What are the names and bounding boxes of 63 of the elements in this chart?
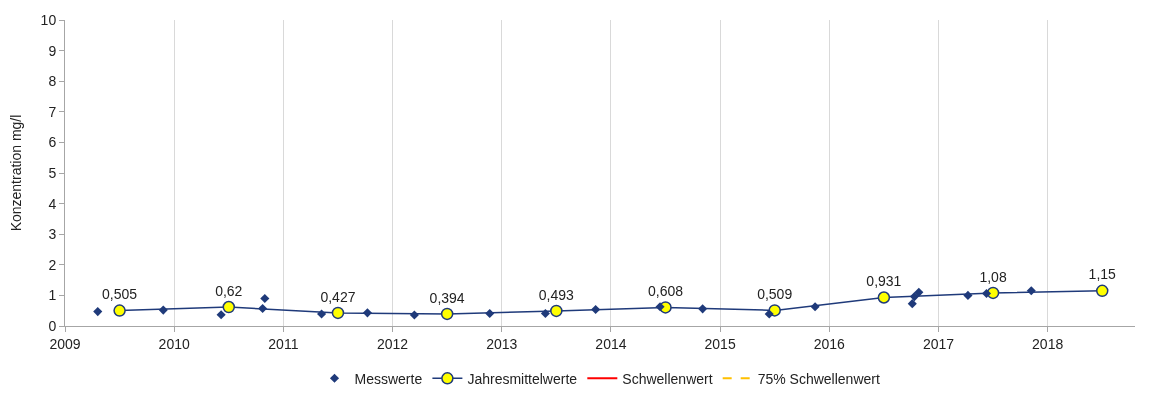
point	[93, 307, 103, 317]
x-tick-label: 2013	[486, 335, 518, 352]
point	[963, 290, 973, 300]
legend-label: Schwellenwert	[622, 370, 713, 387]
data-label: 1,08	[979, 268, 1007, 285]
y-axis-title: Konzentration mg/l	[8, 114, 25, 232]
data-label: 0,608	[647, 283, 684, 300]
x-tick-label: 2017	[922, 335, 955, 352]
point	[260, 293, 270, 304]
data-label: 1,15	[1088, 266, 1117, 283]
point	[981, 289, 992, 299]
x-tick-label: 2015	[704, 335, 736, 352]
point	[409, 310, 419, 320]
point	[591, 304, 601, 315]
data-label: 0,493	[538, 286, 575, 303]
point	[550, 304, 563, 318]
data-label: 0,509	[757, 286, 793, 303]
point	[113, 304, 126, 317]
point	[877, 291, 891, 304]
y-tick-label: 5	[48, 164, 57, 181]
data-label: 0,427	[320, 288, 356, 305]
point	[216, 310, 226, 320]
x-tick-label: 2010	[158, 335, 190, 352]
y-tick-label: 7	[48, 103, 57, 120]
point	[540, 308, 550, 318]
y-tick-label: 0	[48, 317, 57, 334]
point	[317, 309, 327, 319]
x-tick-label: 2012	[376, 335, 409, 352]
point	[362, 308, 372, 318]
y-tick-label: 3	[48, 226, 57, 243]
x-tick-label: 2014	[595, 335, 627, 352]
point	[907, 299, 917, 309]
data-label: 0,931	[866, 273, 902, 290]
point	[698, 304, 708, 314]
data-label: 0,505	[102, 286, 138, 303]
point	[764, 309, 774, 319]
data-label: 0,62	[215, 282, 243, 299]
point	[485, 308, 495, 318]
x-tick-label: 2011	[268, 335, 299, 352]
y-tick-label: 8	[48, 73, 57, 90]
point	[914, 287, 924, 297]
point	[222, 300, 236, 314]
point	[1026, 286, 1036, 296]
y-tick-label: 2	[48, 256, 57, 273]
y-tick-label: 1	[48, 287, 57, 304]
y-tick-label: 6	[48, 134, 57, 151]
point	[331, 306, 345, 320]
legend-label: Jahresmittelwerte	[467, 370, 578, 387]
legend-label: 75% Schwellenwert	[757, 370, 880, 387]
point	[1095, 284, 1109, 298]
x-tick-label: 2016	[813, 335, 846, 352]
y-tick-label: 4	[48, 195, 57, 212]
legend-label: Messwerte	[354, 370, 423, 387]
point	[440, 307, 454, 321]
point	[158, 305, 168, 315]
point	[810, 302, 820, 312]
point	[258, 304, 268, 314]
x-tick-label: 2018	[1032, 335, 1064, 352]
data-label: 0,394	[429, 289, 465, 306]
y-tick-label: 9	[48, 42, 57, 59]
x-tick-label: 2009	[49, 335, 81, 352]
y-tick-label: 10	[40, 11, 57, 28]
point	[655, 302, 665, 312]
